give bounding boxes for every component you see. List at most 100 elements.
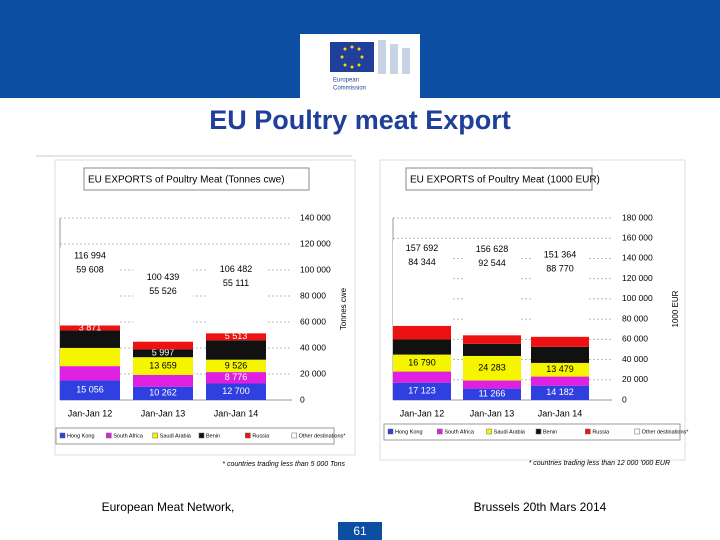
legend-swatch — [535, 428, 542, 435]
value-label: 15 056 — [76, 385, 104, 395]
logo-building — [378, 40, 410, 74]
bar-segment — [133, 386, 193, 400]
value-label: 10 262 — [149, 388, 177, 398]
footer-left: European Meat Network, — [102, 500, 235, 514]
value-label: 5 513 — [225, 331, 248, 341]
legend-swatch — [106, 432, 112, 439]
legend-swatch — [634, 428, 640, 435]
value-label: 8 776 — [225, 372, 248, 382]
chart-title-box — [83, 167, 310, 191]
y-tick-label: 20 000 — [300, 368, 326, 378]
bar-segment — [133, 341, 193, 350]
value-label: 13 659 — [149, 360, 177, 370]
org-name: Commission — [333, 86, 366, 92]
y-tick-label: 40 000 — [622, 354, 648, 364]
legend-swatch — [59, 432, 66, 439]
y-tick-label: 100 000 — [622, 293, 653, 303]
bar-segment — [133, 349, 193, 358]
value-label: 13 479 — [546, 364, 574, 374]
value-label: 88 770 — [546, 263, 574, 273]
bar-segment — [531, 376, 589, 386]
bar-segment — [463, 355, 521, 381]
footnote: * countries trading less than 12 000 '00… — [529, 460, 670, 467]
bar-segment — [60, 247, 120, 326]
legend-swatch — [152, 432, 158, 439]
y-tick-label: 140 000 — [300, 212, 331, 222]
legend-label: Hong Kong — [395, 429, 423, 435]
value-label: 11 266 — [479, 389, 506, 399]
value-label: 24 283 — [478, 363, 506, 373]
legend-label: Other destinations* — [642, 429, 690, 435]
total-label: 100 439 — [147, 272, 180, 282]
y-tick-label: 100 000 — [300, 264, 331, 274]
x-tick-label: Jan-Jan 13 — [470, 408, 515, 418]
y-tick-label: 80 000 — [622, 313, 648, 323]
total-label: 157 692 — [406, 243, 439, 253]
value-label: 16 790 — [408, 357, 436, 367]
legend-swatch — [486, 428, 492, 435]
bar-segment — [393, 382, 451, 400]
y-tick-label: 160 000 — [622, 232, 653, 242]
legend-swatch — [437, 428, 443, 435]
legend-swatch — [291, 432, 297, 439]
legend-label: Saudi Arabia — [160, 433, 192, 439]
bar-segment — [463, 343, 521, 356]
chart-title: EU EXPORTS of Poultry Meat (Tonnes cwe) — [88, 175, 285, 186]
y-axis-label: Tonnes cwe — [339, 287, 348, 330]
total-label: 106 482 — [220, 264, 253, 274]
bar-segment — [206, 359, 266, 373]
y-tick-label: 60 000 — [622, 334, 648, 344]
value-label: 84 344 — [408, 257, 436, 267]
legend-label: Saudi Arabia — [494, 429, 526, 435]
bar-segment — [393, 339, 451, 355]
bar-segment — [463, 388, 521, 400]
footnote: * countries trading less than 5 000 Tons — [222, 461, 345, 468]
bar-segment — [463, 380, 521, 389]
chart-title: EU EXPORTS of Poultry Meat (1000 EUR) — [410, 175, 600, 186]
total-label: 156 628 — [476, 244, 509, 254]
legend-label: Russia — [252, 433, 270, 439]
bar-segment — [531, 362, 589, 377]
page-number: 61 — [353, 524, 367, 538]
org-name: European — [333, 78, 359, 84]
value-label: 9 526 — [225, 360, 248, 370]
x-tick-label: Jan-Jan 14 — [214, 408, 259, 418]
chart-title-box — [405, 167, 593, 191]
bar-segment — [133, 357, 193, 375]
bar-segment — [393, 354, 451, 372]
y-tick-label: 180 000 — [622, 212, 653, 222]
bar-segment — [60, 380, 120, 400]
bar-segment — [60, 330, 120, 348]
x-tick-label: Jan-Jan 12 — [68, 408, 113, 418]
slide-title: EU Poultry meat Export — [209, 105, 511, 135]
legend-swatch — [245, 432, 251, 439]
bar-segment — [206, 333, 266, 341]
value-label: 59 608 — [76, 264, 104, 274]
legend-label: Russia — [592, 429, 610, 435]
bar-segment — [531, 246, 589, 337]
bar-segment — [463, 335, 521, 344]
bar-segment — [206, 372, 266, 384]
legend-label: Hong Kong — [67, 433, 95, 439]
bar-segment — [206, 340, 266, 360]
total-label: 116 994 — [74, 250, 106, 260]
value-label: 3 871 — [79, 322, 102, 332]
y-axis-label: 1000 EUR — [671, 290, 680, 327]
bar-segment — [531, 336, 589, 347]
bar-segment — [206, 261, 266, 334]
legend-label: South Africa — [444, 429, 475, 435]
bar-segment — [206, 383, 266, 400]
page-box — [338, 522, 382, 540]
legend-swatch — [585, 428, 591, 435]
x-tick-label: Jan-Jan 12 — [400, 408, 445, 418]
legend-label: South Africa — [113, 433, 144, 439]
value-label: 5 997 — [152, 348, 175, 358]
bar-segment — [60, 366, 120, 381]
value-label: 17 123 — [408, 386, 436, 396]
y-tick-label: 120 000 — [622, 273, 653, 283]
y-tick-label: 140 000 — [622, 253, 653, 263]
y-tick-label: 80 000 — [300, 290, 326, 300]
bar-segment — [531, 346, 589, 363]
value-label: 14 182 — [546, 387, 574, 397]
value-label: 55 526 — [149, 286, 177, 296]
